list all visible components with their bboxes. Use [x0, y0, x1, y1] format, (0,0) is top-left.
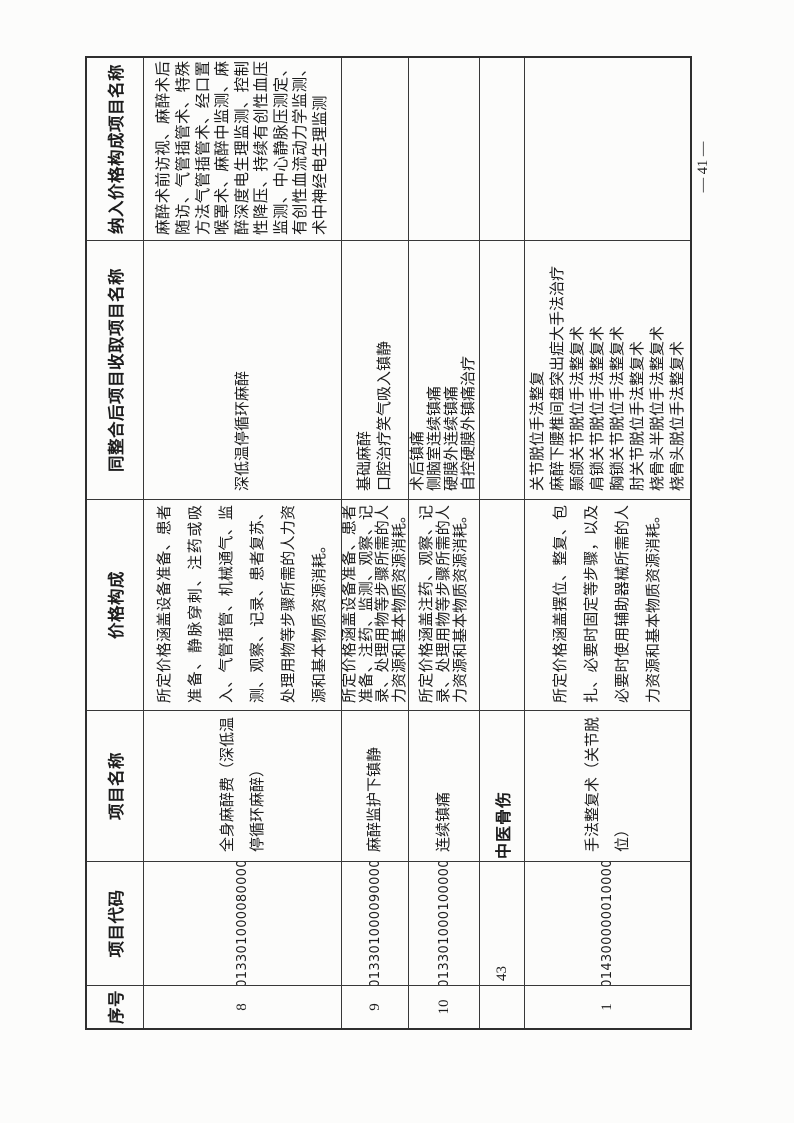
cell-code: 013301000080000 [144, 861, 342, 985]
cell-code: 013301000100000 [409, 861, 480, 985]
header-composition: 价格构成 [87, 499, 144, 710]
header-included-items: 纳入价格构成项目名称 [87, 58, 144, 240]
cell-included-items-text: 麻醉术前访视、麻醉术后随访、气管插管术、特殊方法气管插管术、经口置喉罩术、麻醉中… [155, 61, 330, 235]
section-title: 中医骨伤 [480, 710, 525, 861]
cell-seq [480, 985, 525, 1028]
cell-name: 连续镇痛 [409, 710, 480, 861]
cell-seq: 10 [409, 985, 480, 1028]
header-seq: 序号 [87, 985, 144, 1028]
cell-seq: 8 [144, 985, 342, 1028]
cell-code: 013301000090000 [342, 861, 409, 985]
cell-composition: 所定价格涵盖设备准备、患者准备、静脉穿刺、注药或吸入、气管插管、机械通气、监测、… [144, 499, 342, 710]
table-row: 9 013301000090000 麻醉监护下镇静 所定价格涵盖设备准备、患者准… [342, 58, 409, 1028]
cell-composition: 所定价格涵盖设备准备、患者准备、注药、监测、观察、记录、处理用物等步骤所需的人力… [342, 499, 409, 710]
cell-merged-items-text: 关节脱位手法整复 麻醉下腰椎间盘突出症大手法治疗 颞颌关节脱位手法整复术 肩锁关… [529, 265, 686, 491]
cell-seq: 9 [342, 985, 409, 1028]
cell-merged-items-text: 深低温停循环麻醉 [234, 370, 251, 491]
header-merged-items: 同整合后项目收取项目名称 [87, 240, 144, 499]
cell-name-text: 连续镇痛 [436, 791, 452, 852]
header-name: 项目名称 [87, 710, 144, 861]
cell-merged-items: 基础麻醉 口腔治疗笑气吸入镇静 [342, 240, 409, 499]
table-row: 10 013301000100000 连续镇痛 所定价格涵盖注药、观察、记录、处… [409, 58, 480, 1028]
cell-merged-items: 关节脱位手法整复 麻醉下腰椎间盘突出症大手法治疗 颞颌关节脱位手法整复术 肩锁关… [525, 240, 690, 499]
cell-merged-items: 术后镇痛 侧脑室连续镇痛 硬膜外连续镇痛 自控硬膜外镇痛治疗 [409, 240, 480, 499]
cell-name-text: 手法整复术（关节脱位） [584, 716, 631, 852]
cell-code: 014300000010000 [525, 861, 690, 985]
pricing-table: 序号 项目代码 项目名称 价格构成 同整合后项目收取项目名称 纳入价格构成项目名… [85, 56, 692, 1030]
cell-included-items [342, 58, 409, 240]
table-row: 1 014300000010000 手法整复术（关节脱位） 所定价格涵盖摆位、整… [525, 58, 690, 1028]
cell-composition: 所定价格涵盖注药、观察、记录、处理用物等步骤所需的人力资源和基本物质资源消耗。 [409, 499, 480, 710]
cell-name: 全身麻醉费（深低温停循环麻醉） [144, 710, 342, 861]
cell-seq: 1 [525, 985, 690, 1028]
table-header-row: 序号 项目代码 项目名称 价格构成 同整合后项目收取项目名称 纳入价格构成项目名… [87, 58, 144, 1028]
table-row: 8 013301000080000 全身麻醉费（深低温停循环麻醉） 所定价格涵盖… [144, 58, 342, 1028]
cell-name: 麻醉监护下镇静 [342, 710, 409, 861]
section-row: 43 中医骨伤 [480, 58, 525, 1028]
cell-merged-items-text: 基础麻醉 口腔治疗笑气吸入镇静 [357, 340, 393, 491]
cell-name-text: 麻醉监护下镇静 [367, 746, 383, 852]
cell-included-items [525, 58, 690, 240]
cell-merged-items-text: 术后镇痛 侧脑室连续镇痛 硬膜外连续镇痛 自控硬膜外镇痛治疗 [410, 355, 477, 491]
cell-included-items [409, 58, 480, 240]
header-code: 项目代码 [87, 861, 144, 985]
cell-composition-text: 所定价格涵盖注药、观察、记录、处理用物等步骤所需的人力资源和基本物质资源消耗。 [418, 505, 469, 703]
cell-name-text: 全身麻醉费（深低温停循环麻醉） [219, 716, 266, 852]
cell-composition: 所定价格涵盖摆位、整复、包扎、必要时固定等步骤，以及必要时使用辅助器械所需的人力… [525, 499, 690, 710]
cell-included-items [480, 58, 525, 240]
cell-merged-items [480, 240, 525, 499]
cell-composition-text: 所定价格涵盖设备准备、患者准备、注药、监测、观察、记录、处理用物等步骤所需的人力… [342, 505, 408, 703]
cell-included-items: 麻醉术前访视、麻醉术后随访、气管插管术、特殊方法气管插管术、经口置喉罩术、麻醉中… [144, 58, 342, 240]
cell-name: 手法整复术（关节脱位） [525, 710, 690, 861]
section-number: 43 [480, 861, 525, 985]
cell-composition [480, 499, 525, 710]
cell-composition-text: 所定价格涵盖摆位、整复、包扎、必要时固定等步骤，以及必要时使用辅助器械所需的人力… [552, 505, 662, 703]
cell-merged-items: 深低温停循环麻醉 [144, 240, 342, 499]
cell-composition-text: 所定价格涵盖设备准备、患者准备、静脉穿刺、注药或吸入、气管插管、机械通气、监测、… [156, 505, 328, 703]
page-number: — 41 — [695, 141, 711, 193]
